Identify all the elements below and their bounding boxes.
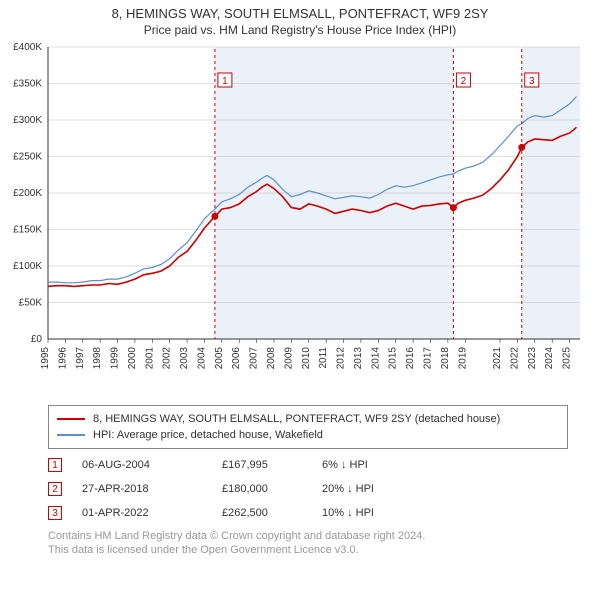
sale-price: £167,995 (222, 459, 322, 471)
svg-text:2000: 2000 (127, 347, 138, 370)
sale-row: 3 01-APR-2022£262,50010% ↓ HPI (48, 501, 568, 525)
legend-label: HPI: Average price, detached house, Wake… (93, 427, 323, 443)
title-address: 8, HEMINGS WAY, SOUTH ELMSALL, PONTEFRAC… (0, 6, 600, 21)
svg-text:£400K: £400K (13, 42, 42, 53)
sale-date: 01-APR-2022 (82, 507, 222, 519)
legend-item: HPI: Average price, detached house, Wake… (57, 427, 559, 443)
svg-text:2023: 2023 (527, 347, 538, 370)
svg-text:2016: 2016 (405, 347, 416, 370)
svg-text:2003: 2003 (179, 347, 190, 370)
svg-text:2018: 2018 (440, 347, 451, 370)
svg-text:2024: 2024 (544, 347, 555, 370)
sales-table: 1 06-AUG-2004£167,9956% ↓ HPI 2 27-APR-2018… (48, 453, 568, 525)
svg-text:2: 2 (461, 76, 467, 87)
sale-diff: 6% ↓ HPI (322, 459, 442, 471)
svg-text:1999: 1999 (110, 347, 121, 370)
svg-text:£0: £0 (31, 334, 43, 345)
svg-text:2001: 2001 (144, 347, 155, 370)
svg-text:£200K: £200K (13, 188, 42, 199)
sale-diff: 20% ↓ HPI (322, 483, 442, 495)
chart-title-block: 8, HEMINGS WAY, SOUTH ELMSALL, PONTEFRAC… (0, 0, 600, 39)
svg-text:2013: 2013 (353, 347, 364, 370)
svg-text:1997: 1997 (75, 347, 86, 370)
svg-text:2014: 2014 (370, 347, 381, 370)
svg-text:1995: 1995 (40, 347, 51, 370)
svg-text:£350K: £350K (13, 79, 42, 90)
svg-text:2021: 2021 (492, 347, 503, 370)
legend: 8, HEMINGS WAY, SOUTH ELMSALL, PONTEFRAC… (48, 405, 568, 449)
sale-date: 06-AUG-2004 (82, 459, 222, 471)
sale-marker: 1 (48, 458, 62, 472)
svg-text:2006: 2006 (231, 347, 242, 370)
svg-text:£50K: £50K (19, 298, 43, 309)
svg-text:2005: 2005 (214, 347, 225, 370)
legend-item: 8, HEMINGS WAY, SOUTH ELMSALL, PONTEFRAC… (57, 411, 559, 427)
svg-text:2002: 2002 (162, 347, 173, 370)
svg-text:2019: 2019 (457, 347, 468, 370)
svg-text:£150K: £150K (13, 225, 42, 236)
svg-text:2011: 2011 (318, 347, 329, 369)
legend-label: 8, HEMINGS WAY, SOUTH ELMSALL, PONTEFRAC… (93, 411, 500, 427)
chart-svg: £0 £50K £100K £150K £200K £250K £300K £350K £400… (0, 39, 600, 399)
sale-row: 1 06-AUG-2004£167,9956% ↓ HPI (48, 453, 568, 477)
sale-price: £262,500 (222, 507, 322, 519)
svg-text:2007: 2007 (249, 347, 260, 370)
svg-text:3: 3 (529, 76, 535, 87)
svg-text:£100K: £100K (13, 261, 42, 272)
attribution-line2: This data is licensed under the Open Gov… (48, 543, 568, 557)
svg-text:2022: 2022 (509, 347, 520, 370)
sale-row: 2 27-APR-2018£180,00020% ↓ HPI (48, 477, 568, 501)
svg-text:£250K: £250K (13, 152, 42, 163)
svg-text:2009: 2009 (283, 347, 294, 370)
legend-swatch (57, 418, 85, 420)
svg-text:2025: 2025 (562, 347, 573, 370)
svg-text:£300K: £300K (13, 115, 42, 126)
svg-text:1996: 1996 (57, 347, 68, 370)
sale-marker: 2 (48, 482, 62, 496)
sale-diff: 10% ↓ HPI (322, 507, 442, 519)
sale-marker: 3 (48, 506, 62, 520)
svg-text:1: 1 (222, 76, 228, 87)
attribution-line1: Contains HM Land Registry data © Crown c… (48, 529, 568, 543)
svg-text:2017: 2017 (422, 347, 433, 370)
sale-date: 27-APR-2018 (82, 483, 222, 495)
svg-text:2010: 2010 (301, 347, 312, 370)
svg-text:2004: 2004 (196, 347, 207, 370)
svg-text:1998: 1998 (92, 347, 103, 370)
svg-text:2012: 2012 (336, 347, 347, 370)
svg-text:2008: 2008 (266, 347, 277, 370)
attribution: Contains HM Land Registry data © Crown c… (48, 529, 568, 557)
legend-swatch (57, 434, 85, 436)
svg-text:2015: 2015 (388, 347, 399, 370)
title-subtitle: Price paid vs. HM Land Registry's House … (0, 23, 600, 37)
price-chart: £0 £50K £100K £150K £200K £250K £300K £350K £400… (0, 39, 600, 399)
sale-price: £180,000 (222, 483, 322, 495)
